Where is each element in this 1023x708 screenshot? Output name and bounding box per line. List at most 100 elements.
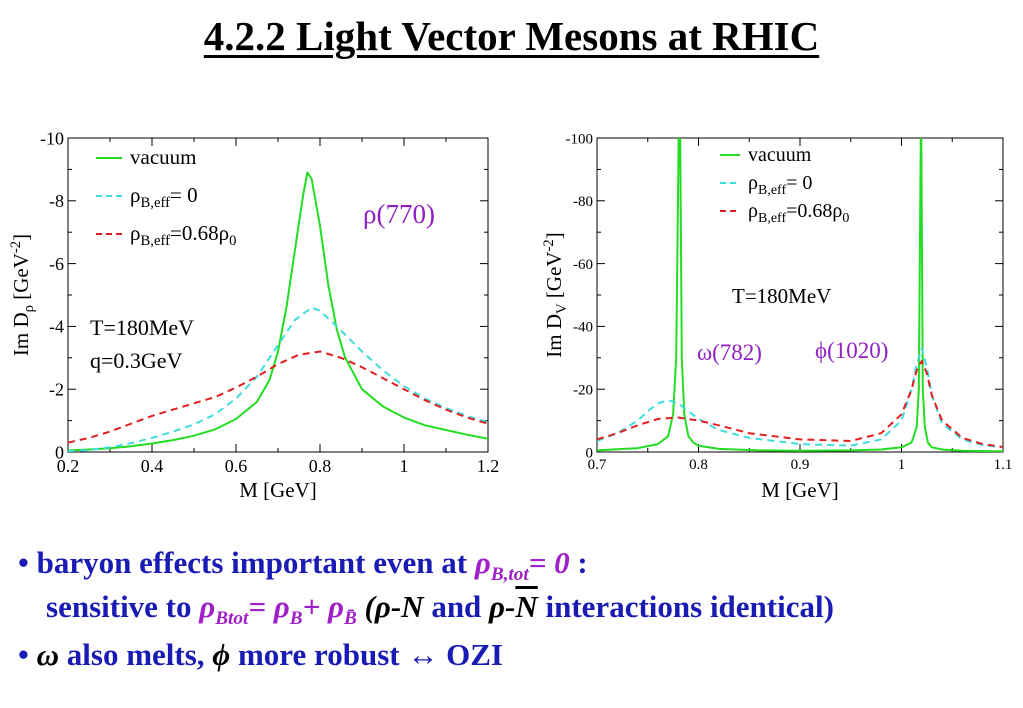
series-line-0 (68, 171, 488, 452)
y-label-superscript: -2 (8, 241, 24, 253)
phi-symbol: ϕ (212, 637, 231, 672)
rho-symbol: ρ (273, 589, 290, 624)
y-label-text: Im D (9, 312, 33, 356)
legend-text: = 0 (786, 172, 812, 194)
chart-annotation: T=180MeV (732, 284, 831, 308)
y-tick-label: -8 (49, 191, 64, 211)
y-label-text: [GeV (9, 253, 33, 305)
equals-sign: = (248, 589, 274, 624)
legend-text: =0.68ρ (170, 221, 229, 245)
plus-sign: + (302, 589, 328, 624)
x-tick-label: 0.2 (57, 456, 80, 476)
y-axis-label: Im Dρ [GeV-2] (8, 234, 37, 356)
legend-subscript: B,eff (140, 233, 170, 249)
nucleon-label: -N (390, 589, 424, 624)
y-tick-label: -40 (573, 320, 593, 336)
dash: - (505, 589, 516, 624)
x-tick-label: 1.1 (994, 457, 1013, 473)
legend-label: vacuum (130, 145, 196, 169)
legend-text: ρ (130, 183, 140, 207)
paren-open: ( (356, 589, 375, 624)
y-label-subscript: ρ (21, 305, 37, 312)
x-tick-label: 0.7 (588, 457, 607, 473)
legend-text: vacuum (748, 144, 812, 166)
bullet-text: also melts, (59, 637, 213, 672)
y-tick-label: -20 (573, 382, 593, 398)
legend-label: ρB,eff= 0 (130, 183, 198, 211)
series-group (68, 171, 488, 452)
x-tick-label: 0.6 (225, 456, 248, 476)
rho-symbol: ρ (474, 545, 491, 580)
bullet-dot: • (18, 637, 29, 672)
legend-text: ρ (748, 200, 758, 222)
rho-symbol: ρ (199, 589, 216, 624)
chart-annotation: T=180MeV (90, 315, 194, 340)
rho-symbol: ρ (327, 589, 344, 624)
bullet-dot: • (18, 545, 29, 580)
chart-annotation: ϕ(1020) (815, 338, 888, 363)
legend-label: ρB,eff= 0 (748, 172, 812, 198)
chart-annotation: ρ(770) (363, 199, 435, 229)
legend-text: vacuum (130, 145, 196, 169)
y-tick-label: 0 (55, 442, 64, 462)
legend-label: ρB,eff=0.68ρ0 (748, 200, 849, 226)
y-tick-label: -4 (49, 317, 64, 337)
y-tick-label: -2 (49, 380, 64, 400)
series-line-1 (68, 306, 488, 452)
y-tick-label: -10 (40, 130, 64, 148)
equals-zero: = 0 (528, 545, 570, 580)
series-line-0 (597, 138, 1003, 452)
legend-subscript: 0 (842, 211, 849, 226)
bullet-text: sensitive to (46, 589, 200, 624)
x-tick-label: 0.9 (791, 457, 810, 473)
bullet-colon: : (569, 545, 588, 580)
y-label-text: ] (542, 232, 566, 239)
legend-text: ρ (130, 221, 140, 245)
rho-symbol: ρ (374, 589, 391, 624)
antinucleon-label: N (515, 589, 538, 624)
legend-text: =0.68ρ (786, 200, 842, 222)
rho-subscript: B (289, 608, 303, 630)
bullet-text: interactions identical) (537, 589, 834, 624)
y-tick-label: -6 (49, 254, 64, 274)
chart-annotation: ω(782) (697, 340, 762, 365)
x-tick-label: 0.8 (689, 457, 708, 473)
series-line-2 (68, 350, 488, 444)
rho-symbol: ρ (489, 589, 506, 624)
y-tick-label: -100 (566, 131, 594, 147)
series-line-1 (597, 347, 1003, 449)
legend-subscript: B,eff (140, 195, 170, 211)
rho-subscript: Btot (215, 608, 249, 630)
y-label-superscript: -2 (541, 239, 557, 251)
bullet-text: more robust ↔ OZI (230, 637, 503, 672)
x-tick-label: 1.2 (477, 456, 500, 476)
x-tick-label: 0.4 (141, 456, 164, 476)
series-group (597, 138, 1003, 452)
y-axis-label: Im DV [GeV-2] (541, 232, 570, 358)
y-tick-label: -80 (573, 194, 593, 210)
legend-text: ρ (748, 172, 758, 194)
slide-title: 4.2.2 Light Vector Mesons at RHIC (203, 13, 820, 59)
y-tick-label: -60 (573, 257, 593, 273)
bullet-1-continuation: sensitive to ρBtot= ρB+ ρB̄ (ρ-N and ρ-N… (46, 589, 834, 630)
bullet-text: and (423, 589, 490, 624)
bullet-text: baryon effects important even at (36, 545, 475, 580)
series-line-2 (597, 359, 1003, 448)
y-tick-label: 0 (586, 445, 594, 461)
chart-annotation: q=0.3GeV (90, 348, 183, 373)
legend-label: vacuum (748, 144, 812, 166)
rho-meson-chart: 0.2 0.4 0.6 0.8 1 1.2 0 -2 -4 -6 -8 -10 vacuum ρB,eff… (8, 128, 502, 508)
rho-subscript: B,tot (490, 564, 529, 586)
y-label-text: [GeV (542, 251, 566, 303)
rho-subscript: B̄ (343, 608, 357, 630)
y-label-text: Im D (542, 314, 566, 358)
omega-symbol: ω (36, 637, 60, 672)
x-tick-label: 1 (898, 457, 906, 473)
y-label-subscript: V (554, 303, 570, 314)
x-tick-label: 0.8 (309, 456, 332, 476)
legend-subscript: B,eff (758, 183, 786, 198)
chart-svg: 0.7 0.8 0.9 1 1.10-20-40-60-80-100vacuumρB,e… (541, 131, 1013, 502)
legend-subscript: B,eff (758, 211, 786, 226)
bullet-2: • ω also melts, ϕ more robust ↔ OZI (18, 637, 503, 673)
x-tick-label: 1 (400, 456, 409, 476)
